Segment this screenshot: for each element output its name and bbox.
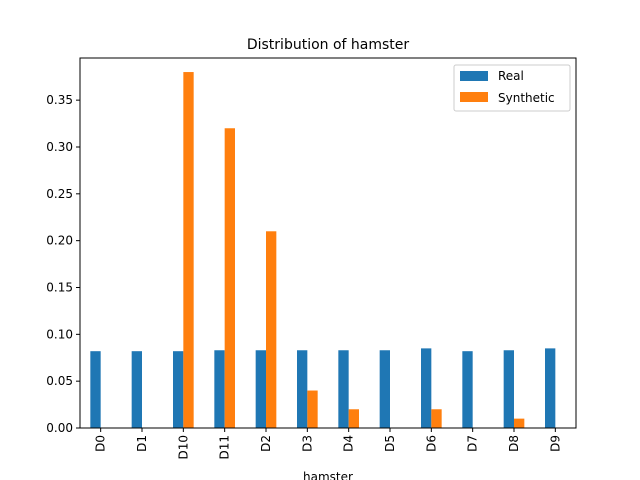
plot-frame: [79, 57, 577, 429]
y-tick-label: 0.00: [46, 421, 73, 435]
y-tick-label: 0.10: [46, 327, 73, 341]
y-axis: 0.00 0.05 0.10 0.15 0.20 0.25 0.30 0.35: [46, 93, 80, 435]
legend: Real Synthetic: [453, 64, 571, 112]
legend-swatch-synthetic: [460, 92, 488, 102]
bar-real-d7: [462, 351, 473, 428]
x-tick-label-d8: D8: [507, 435, 521, 452]
x-tick-label-d7: D7: [466, 435, 480, 452]
bar-real-d4: [338, 350, 349, 428]
bar-real-d9: [545, 348, 556, 428]
x-tick-label-d5: D5: [383, 435, 397, 452]
bar-real-d11: [214, 350, 225, 428]
legend-swatch-real: [460, 71, 488, 81]
y-tick-label: 0.35: [46, 93, 73, 107]
bar-real-d1: [131, 351, 142, 428]
bar-real-d5: [379, 350, 390, 428]
x-tick-label-d9: D9: [548, 435, 562, 452]
bar-synthetic-d6: [431, 409, 442, 428]
x-tick-label-d0: D0: [94, 435, 108, 452]
bar-synthetic-d3: [307, 390, 318, 428]
bars-group: [90, 72, 556, 429]
x-tick-label-d4: D4: [342, 435, 356, 452]
bar-synthetic-d11: [224, 128, 235, 428]
bar-real-d6: [421, 348, 432, 428]
bar-real-d10: [173, 351, 184, 428]
x-tick-label-d1: D1: [135, 435, 149, 452]
bar-real-d3: [297, 350, 308, 428]
legend-label-synthetic: Synthetic: [498, 91, 555, 105]
x-tick-label-d3: D3: [300, 435, 314, 452]
x-tick-label-d10: D10: [176, 435, 190, 460]
legend-label-real: Real: [498, 69, 524, 83]
bar-synthetic-d2: [266, 231, 277, 428]
x-axis: D0 D1 D10 D11 D2 D3 D4 D5 D6 D7 D8 D9: [94, 428, 562, 460]
x-tick-label-d6: D6: [424, 435, 438, 452]
y-tick-label: 0.05: [46, 374, 73, 388]
y-tick-label: 0.20: [46, 234, 73, 248]
chart-title: Distribution of hamster: [247, 37, 410, 53]
bar-real-d2: [255, 350, 266, 428]
bar-real-d0: [90, 351, 101, 428]
y-tick-label: 0.25: [46, 187, 73, 201]
bar-synthetic-d8: [514, 418, 525, 428]
x-axis-label: hamster: [303, 470, 353, 480]
x-tick-label-d2: D2: [259, 435, 273, 452]
y-tick-label: 0.15: [46, 280, 73, 294]
y-tick-label: 0.30: [46, 140, 73, 154]
bar-synthetic-d4: [348, 409, 359, 428]
x-tick-label-d11: D11: [218, 435, 232, 460]
bar-synthetic-d10: [183, 72, 194, 429]
bar-real-d8: [503, 350, 514, 428]
